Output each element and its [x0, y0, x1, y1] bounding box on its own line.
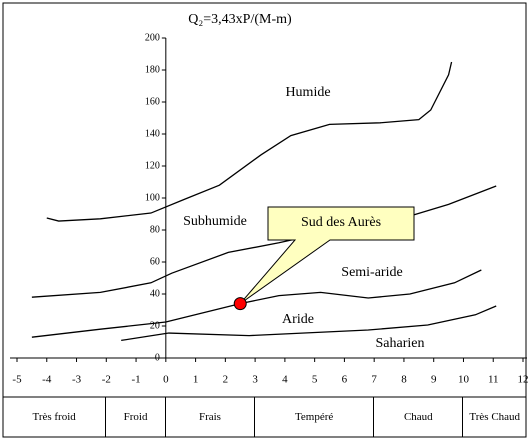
y-tick-label: 200 [145, 32, 160, 43]
region-label: Subhumide [183, 214, 247, 229]
region-label: Humide [285, 85, 330, 100]
y-tick-label: 160 [145, 96, 160, 107]
zone: Chaud [374, 397, 464, 437]
y-tick-label: 140 [145, 128, 160, 139]
curve [31, 269, 482, 338]
callout [239, 206, 415, 305]
y-tick-label: 100 [145, 192, 160, 203]
region-label: Aride [282, 312, 314, 327]
x-tick-label: 12 [518, 374, 529, 386]
y-tick-label: 80 [150, 224, 160, 235]
chart-title: Q₂=3,43xP/(M-m) [188, 12, 292, 27]
y-tick-label: 60 [150, 256, 160, 267]
x-tick-label: 1 [193, 374, 199, 386]
x-tick-label: 9 [431, 374, 437, 386]
callout-label: Sud des Aurès [301, 215, 381, 230]
x-tick-label: 3 [252, 374, 258, 386]
x-tick-label: -5 [12, 374, 22, 386]
x-tick-label: -2 [102, 374, 111, 386]
x-tick-label: -3 [72, 374, 82, 386]
x-tick-label: 0 [163, 374, 169, 386]
x-tick-label: 11 [488, 374, 499, 386]
y-tick-label: 180 [145, 64, 160, 75]
x-tick-label: 8 [401, 374, 407, 386]
zone: Tempéré [255, 397, 375, 437]
x-tick-label: 5 [312, 374, 318, 386]
y-tick-label: 20 [150, 320, 160, 331]
curve [46, 61, 453, 222]
x-tick-label: 4 [282, 374, 288, 386]
y-tick-label: 120 [145, 160, 160, 171]
zone: Froid [106, 397, 166, 437]
x-tick-label: 10 [458, 374, 470, 386]
y-tick-label: 0 [155, 352, 160, 363]
x-tick-label: 7 [371, 374, 377, 386]
region-label: Saharien [376, 336, 425, 351]
frame [2, 2, 527, 438]
zone: Très froid [3, 397, 107, 437]
x-tick-label: -1 [131, 374, 140, 386]
zone: Frais [166, 397, 256, 437]
region-label: Semi-aride [341, 265, 402, 280]
point [233, 297, 247, 311]
x-tick-label: -4 [42, 374, 52, 386]
zone: Très Chaud [469, 410, 521, 423]
y-tick-label: 40 [150, 288, 160, 299]
curve [31, 185, 497, 298]
curve [121, 305, 497, 342]
x-tick-label: 6 [342, 374, 348, 386]
x-tick-label: 2 [223, 374, 229, 386]
